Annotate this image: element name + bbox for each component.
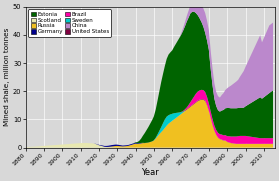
Y-axis label: Mined shale, million tonnes: Mined shale, million tonnes [4, 28, 10, 126]
X-axis label: Year: Year [141, 168, 159, 177]
Legend: Estonia, Scotland, Russia, Germany, Brazil, Sweden, China, United States: Estonia, Scotland, Russia, Germany, Braz… [28, 9, 111, 37]
